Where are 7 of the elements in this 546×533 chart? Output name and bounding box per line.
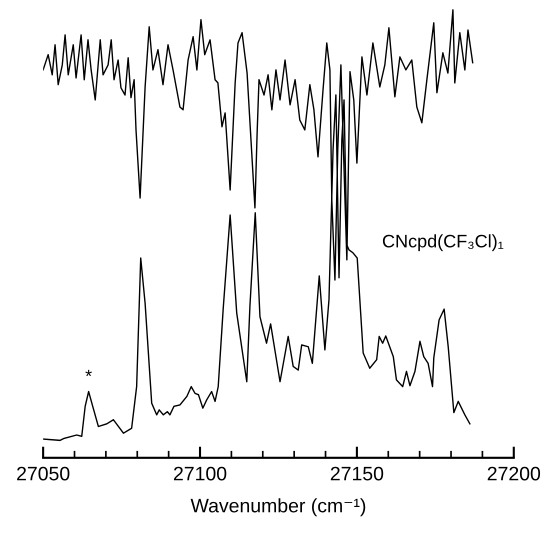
x-tick-label: 27200 [488, 466, 540, 480]
x-tick-label: 27050 [17, 466, 70, 480]
x-tick-label: 27100 [174, 466, 226, 480]
x-axis-title: Wavenumber (cm⁻¹) [190, 498, 366, 516]
series-label: CNcpd(CF₃Cl)₁ [382, 234, 504, 252]
annotation: * [85, 370, 92, 376]
x-tick-label: 27150 [330, 466, 384, 480]
